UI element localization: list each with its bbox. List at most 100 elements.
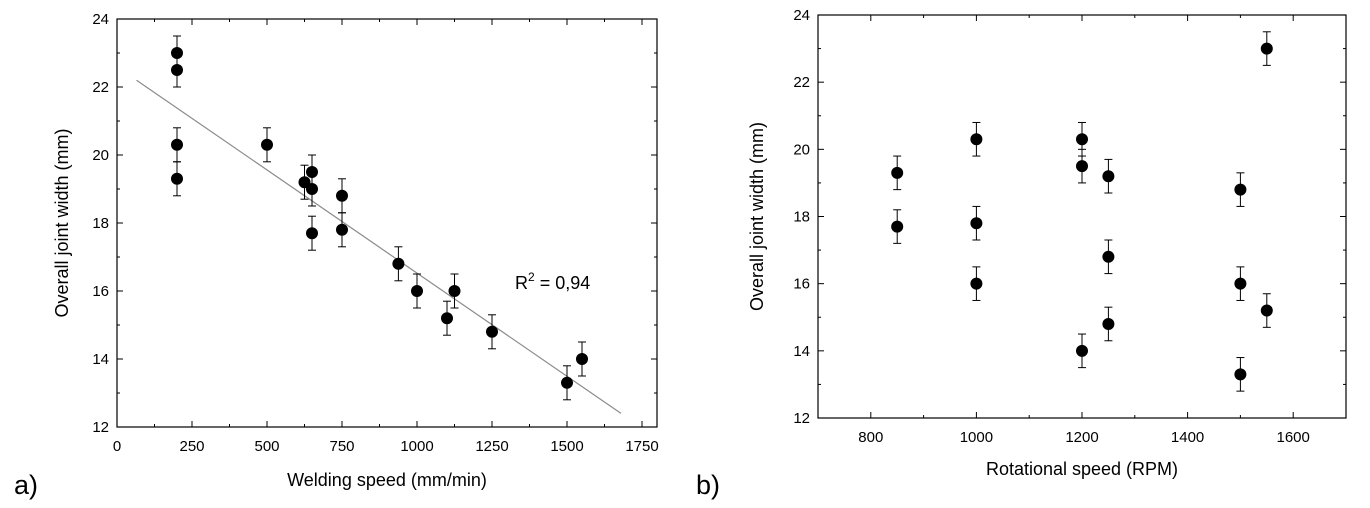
data-marker [171, 172, 183, 185]
y-tick-label: 12 [793, 410, 810, 427]
data-marker [1234, 368, 1247, 381]
fit-line [136, 79, 622, 414]
y-tick-label: 12 [92, 419, 109, 436]
x-axis-label: Rotational speed (RPM) [986, 459, 1178, 479]
y-tick-label: 20 [92, 147, 109, 164]
y-tick-label: 18 [793, 209, 810, 226]
data-point [1234, 172, 1247, 207]
data-marker [576, 353, 588, 365]
data-point [486, 314, 498, 350]
data-point [1076, 148, 1088, 184]
data-point [561, 365, 573, 401]
x-tick-label: 1750 [625, 438, 658, 455]
x-tick-label: 1500 [550, 438, 583, 455]
data-point [336, 212, 348, 248]
y-tick-label: 18 [92, 215, 109, 232]
x-tick-label: 1000 [400, 438, 433, 455]
x-tick-label: 1200 [1065, 429, 1098, 446]
data-point [891, 209, 904, 244]
y-tick-label: 14 [92, 351, 109, 368]
data-marker [448, 285, 461, 297]
y-tick-label: 22 [92, 79, 109, 96]
data-marker [891, 166, 904, 179]
panel-label: b) [696, 470, 720, 500]
data-point [891, 155, 904, 191]
y-tick-label: 20 [793, 141, 810, 158]
data-point [171, 161, 183, 197]
data-marker [306, 227, 318, 240]
data-marker [1260, 304, 1273, 317]
data-point [306, 215, 318, 251]
y-axis-label: Overall joint width (mm) [52, 128, 72, 317]
data-marker [171, 138, 183, 151]
data-marker [1234, 183, 1247, 196]
data-marker [970, 217, 983, 230]
data-point [1076, 333, 1088, 369]
x-tick-label: 0 [113, 438, 121, 455]
x-tick-label: 500 [254, 438, 279, 455]
chart-panel-1: 0 250 500 750 1000 1250 1500 1750 12 14 16 18 20 22 24… [14, 11, 659, 500]
y-tick-label: 24 [793, 7, 810, 24]
x-tick-label: 1000 [960, 429, 993, 446]
data-point [1260, 31, 1273, 66]
y-tick-label: 14 [793, 343, 810, 360]
data-point [171, 52, 183, 88]
x-tick-label: 800 [858, 429, 883, 446]
data-marker [1076, 344, 1088, 357]
y-tick-label: 16 [92, 283, 109, 300]
x-axis-label: Welding speed (mm/min) [287, 470, 487, 490]
data-marker [306, 183, 318, 195]
data-marker [261, 138, 273, 151]
data-point [171, 127, 183, 163]
x-tick-label: 1250 [475, 438, 508, 455]
data-marker [1102, 317, 1115, 330]
data-point [261, 127, 273, 163]
data-marker [336, 223, 348, 236]
data-marker [1076, 133, 1088, 146]
data-marker [1234, 277, 1247, 290]
data-marker [411, 285, 423, 297]
data-marker [561, 376, 573, 389]
data-marker [336, 189, 348, 202]
x-tick-label: 250 [179, 438, 204, 455]
data-point [1260, 293, 1273, 328]
x-tick-label: 1600 [1277, 429, 1310, 446]
data-marker [441, 312, 453, 325]
data-marker [1076, 160, 1088, 173]
y-tick-label: 16 [793, 276, 810, 293]
data-marker [970, 277, 983, 290]
data-point [336, 178, 348, 214]
y-tick-label: 22 [793, 74, 810, 91]
x-tick-label: 1400 [1171, 429, 1204, 446]
data-point [1102, 306, 1115, 342]
data-point [1102, 158, 1115, 194]
data-point [1234, 266, 1247, 301]
data-point [970, 121, 983, 157]
data-marker [1102, 170, 1115, 183]
data-point [970, 205, 983, 241]
data-point [411, 273, 423, 309]
data-point [576, 341, 588, 377]
data-marker [392, 257, 405, 270]
y-axis-label: Overall joint width (mm) [747, 122, 767, 311]
plot-frame [116, 18, 658, 428]
data-point [392, 246, 405, 282]
panel-label: a) [14, 470, 38, 500]
data-marker [171, 64, 183, 76]
data-marker [486, 325, 498, 338]
chart-panel-2: 800 1000 1200 1400 1600 12 14 16 18 20 22 24 Rotatio… [696, 7, 1347, 500]
data-marker [1102, 250, 1115, 263]
data-point [970, 266, 983, 301]
r-squared-annotation: R2 = 0,94 [515, 270, 590, 293]
data-point [1234, 357, 1247, 392]
data-point [448, 273, 461, 309]
data-point [1102, 239, 1115, 275]
data-marker [970, 133, 983, 146]
data-point [306, 171, 318, 207]
data-marker [891, 220, 904, 233]
y-tick-label: 24 [92, 11, 109, 28]
data-marker [1260, 42, 1273, 55]
x-tick-label: 750 [329, 438, 354, 455]
data-point [441, 300, 453, 336]
